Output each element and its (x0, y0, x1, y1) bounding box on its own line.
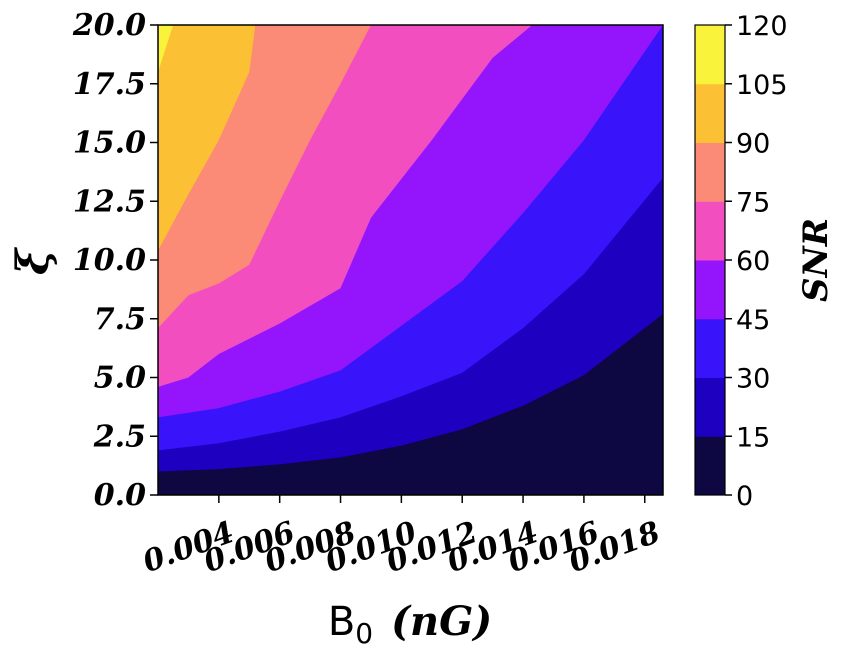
band-0-15 (158, 314, 663, 495)
y-tick-label: 5.0 (94, 361, 146, 396)
y-axis-label: ξ (8, 247, 59, 275)
colorbar-tick-label: 15 (736, 422, 770, 453)
x-axis-label: B0 (nG) (328, 598, 492, 650)
colorbar-tick-label: 105 (736, 70, 788, 101)
colorbar (694, 24, 726, 496)
y-tick-label: 2.5 (93, 419, 146, 454)
y-tick-label: 10.0 (73, 243, 146, 278)
colorbar-segment-0-15 (695, 436, 725, 496)
colorbar-segment-45-60 (695, 260, 725, 320)
y-tick-label: 0.0 (94, 478, 146, 513)
colorbar-tick-label: 0 (736, 481, 753, 512)
y-tick-label: 12.5 (73, 184, 146, 219)
colorbar-tick-label: 60 (736, 246, 770, 277)
x-axis-label-main: B (328, 599, 355, 645)
colorbar-segment-105-120 (695, 25, 725, 85)
colorbar-segment-75-90 (695, 142, 725, 202)
colorbar-tick-label: 90 (736, 129, 770, 160)
colorbar-tick-label: 120 (736, 11, 788, 42)
y-tick-label: 20.0 (72, 8, 146, 43)
x-axis-label-subscript: 0 (355, 617, 373, 650)
x-axis-label-unit: (nG) (391, 598, 492, 645)
colorbar-tick-label: 45 (736, 305, 770, 336)
colorbar-segment-90-105 (695, 83, 725, 143)
colorbar-ticks: 0 15 30 45 60 75 90 105 120 (725, 11, 788, 512)
colorbar-tick-label: 75 (736, 187, 770, 218)
y-axis-ticks: 0.0 2.5 5.0 7.5 10.0 12.5 15.0 17.5 20.0 (72, 8, 158, 513)
colorbar-tick-label: 30 (736, 364, 770, 395)
colorbar-segment-60-75 (695, 201, 725, 261)
y-tick-label: 7.5 (94, 302, 146, 337)
contour-bands (158, 25, 663, 496)
colorbar-segment-15-30 (695, 377, 725, 437)
y-tick-label: 17.5 (73, 67, 146, 102)
colorbar-label: SNR (796, 218, 836, 302)
y-tick-label: 15.0 (73, 126, 146, 161)
colorbar-segment-30-45 (695, 318, 725, 378)
